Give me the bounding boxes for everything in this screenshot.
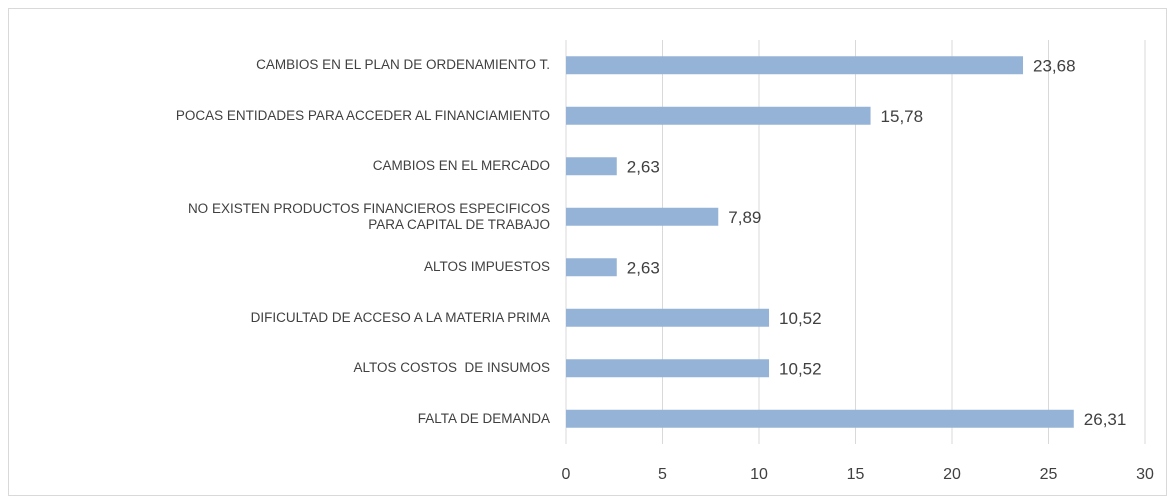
- x-tick-label: 10: [750, 466, 768, 483]
- bar: [566, 106, 871, 125]
- y-tick-label: ALTOS IMPUESTOS: [423, 259, 550, 275]
- bar: [566, 157, 617, 176]
- y-tick-label: FALTA DE DEMANDA: [417, 410, 550, 426]
- data-label: 2,63: [627, 158, 660, 177]
- x-tick-label: 5: [658, 466, 667, 483]
- data-label: 2,63: [627, 259, 660, 278]
- bar: [566, 359, 770, 378]
- x-tick-label: 0: [562, 466, 571, 483]
- y-tick-label: NO EXISTEN PRODUCTOS FINANCIEROS ESPECIF…: [187, 200, 550, 232]
- x-tick-label: 30: [1136, 466, 1154, 483]
- data-label: 10,52: [779, 309, 822, 328]
- y-tick-label: CAMBIOS EN EL PLAN DE ORDENAMIENTO T.: [256, 57, 550, 73]
- bar: [566, 409, 1074, 428]
- x-tick-label: 25: [1040, 466, 1058, 483]
- bar: [566, 308, 770, 327]
- x-tick-label: 20: [943, 466, 961, 483]
- bar: [566, 207, 719, 226]
- chart-border: [8, 8, 1167, 496]
- y-tick-label: DIFICULTAD DE ACCESO A LA MATERIA PRIMA: [250, 309, 550, 325]
- data-label: 26,31: [1084, 410, 1127, 429]
- bar: [566, 56, 1024, 75]
- data-label: 10,52: [779, 360, 822, 379]
- data-label: 23,68: [1033, 57, 1076, 76]
- data-label: 15,78: [881, 107, 924, 126]
- y-tick-label: ALTOS COSTOS DE INSUMOS: [353, 360, 550, 376]
- bar: [566, 258, 617, 277]
- y-tick-label: POCAS ENTIDADES PARA ACCEDER AL FINANCIA…: [175, 107, 550, 123]
- data-label: 7,89: [728, 208, 761, 227]
- x-tick-label: 15: [847, 466, 865, 483]
- y-tick-label: CAMBIOS EN EL MERCADO: [372, 158, 550, 174]
